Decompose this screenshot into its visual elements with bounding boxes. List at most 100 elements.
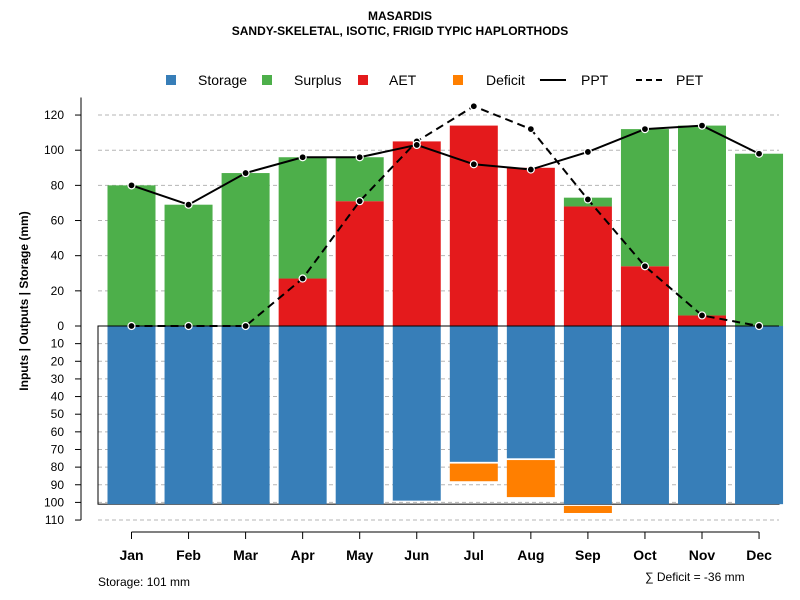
x-tick-label: Nov <box>689 547 716 563</box>
storage-bar <box>678 326 726 505</box>
x-tick-label: Sep <box>575 547 601 563</box>
ppt-point <box>355 153 364 162</box>
pet-point <box>241 321 250 331</box>
legend-line-ppt <box>540 79 566 81</box>
y-tick-label: 50 <box>51 407 65 421</box>
ppt-point <box>412 140 421 150</box>
storage-bar <box>164 326 213 505</box>
y-tick-label: 40 <box>51 390 65 404</box>
aet-bar <box>449 125 498 326</box>
legend-label-storage: Storage <box>198 72 248 88</box>
ppt-point <box>697 121 707 130</box>
pet-point <box>697 311 707 320</box>
aet-bar <box>563 206 612 326</box>
legend-label-pet: PET <box>676 72 704 88</box>
pet-point <box>355 197 364 206</box>
x-tick-label: May <box>346 547 373 563</box>
y-axis-label: Inputs | Outputs | Storage (mm) <box>17 211 31 390</box>
surplus-bar <box>678 125 726 316</box>
storage-bar <box>563 326 612 505</box>
y-tick-label: 100 <box>44 143 64 157</box>
pet-line <box>131 105 760 327</box>
x-tick-label: Jun <box>404 547 429 563</box>
y-tick-label: 110 <box>45 513 64 527</box>
x-tick-label: Oct <box>633 547 657 563</box>
ppt-line <box>131 124 760 206</box>
chart-subtitle: SANDY-SKELETAL, ISOTIC, FRIGID TYPIC HAP… <box>231 24 569 38</box>
legend-swatch-aet <box>358 75 368 85</box>
ppt-point <box>526 165 535 174</box>
y-tick-label: 100 <box>44 495 64 509</box>
legend-label-aet: AET <box>389 72 417 88</box>
pet-point <box>583 195 593 204</box>
y-tick-label: 80 <box>51 178 65 192</box>
legend-swatch-surplus <box>262 75 272 85</box>
ppt-point <box>241 168 250 178</box>
ppt-point <box>640 125 650 134</box>
storage-bar <box>735 326 784 505</box>
y-tick-label: 120 <box>44 108 64 122</box>
x-tick-label: Jan <box>119 547 143 563</box>
y-tick-label: 20 <box>51 284 65 298</box>
chart-title: MASARDIS <box>367 9 432 23</box>
y-tick-label: 0 <box>57 319 64 333</box>
legend-line-pet <box>636 79 662 81</box>
storage-bar <box>620 326 669 505</box>
storage-bar <box>506 326 555 459</box>
y-tick-label: 80 <box>51 460 65 474</box>
aet-bar <box>620 266 669 326</box>
storage-bar <box>335 326 384 505</box>
ppt-point <box>184 200 193 209</box>
pet-point <box>298 274 307 283</box>
pet-point <box>469 102 478 111</box>
surplus-bar <box>278 157 327 279</box>
aet-bar <box>335 201 384 326</box>
surplus-bar <box>221 173 270 326</box>
storage-note: Storage: 101 mm <box>98 575 191 589</box>
pet-point <box>184 321 193 331</box>
y-tick-label: 10 <box>51 337 65 351</box>
deficit-bar <box>506 460 555 498</box>
pet-point <box>640 262 650 271</box>
y-tick-label: 70 <box>51 442 65 456</box>
x-tick-label: Jul <box>464 547 484 563</box>
y-tick-label: 90 <box>51 478 65 492</box>
aet-bar <box>278 278 327 326</box>
y-tick-label: 30 <box>51 372 65 386</box>
pet-point <box>754 321 764 331</box>
storage-bar <box>449 326 498 462</box>
y-tick-label: 20 <box>51 354 65 368</box>
ppt-point <box>298 153 307 162</box>
ppt-point <box>583 147 593 157</box>
deficit-bar <box>563 505 612 513</box>
x-tick-label: Dec <box>746 547 772 563</box>
storage-bar <box>392 326 441 501</box>
deficit-bar <box>449 463 498 482</box>
y-tick-label: 60 <box>51 214 65 228</box>
aet-bar <box>678 315 726 326</box>
deficit-note: ∑ Deficit = -36 mm <box>645 570 745 584</box>
surplus-bar <box>164 204 213 326</box>
legend-label-ppt: PPT <box>581 72 609 88</box>
legend-label-surplus: Surplus <box>294 72 342 88</box>
legend: Storage Surplus AET Deficit PPT PET <box>0 70 800 90</box>
surplus-bar <box>335 157 384 202</box>
storage-bar <box>107 326 156 505</box>
x-tick-label: Apr <box>291 547 316 563</box>
x-tick-label: Aug <box>517 547 544 563</box>
aet-bar <box>506 167 555 326</box>
pet-point <box>526 125 535 134</box>
ppt-point <box>754 149 764 158</box>
pet-point <box>127 321 136 331</box>
storage-bar <box>221 326 270 505</box>
ppt-point <box>469 160 478 169</box>
ppt-point <box>127 181 136 190</box>
surplus-bar <box>735 153 784 326</box>
surplus-bar <box>107 185 156 326</box>
surplus-bar <box>620 129 669 267</box>
x-tick-label: Mar <box>233 547 258 563</box>
y-tick-label: 60 <box>51 425 65 439</box>
y-tick-label: 40 <box>51 249 65 263</box>
legend-swatch-storage <box>166 75 176 85</box>
